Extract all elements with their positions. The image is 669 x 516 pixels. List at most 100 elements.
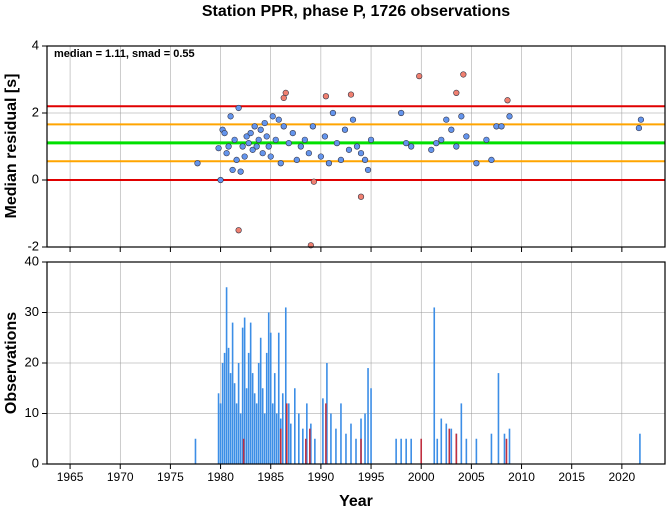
bar — [298, 413, 300, 464]
bar — [229, 373, 232, 464]
bar — [455, 433, 458, 464]
bar — [310, 423, 312, 464]
point — [227, 113, 234, 120]
bar — [440, 418, 443, 464]
bar — [255, 403, 258, 464]
bar — [436, 438, 439, 464]
bar — [420, 438, 423, 464]
point — [398, 109, 405, 117]
point — [329, 109, 337, 117]
bar — [227, 347, 230, 464]
point — [267, 153, 274, 160]
point — [453, 89, 460, 96]
bar — [490, 433, 493, 464]
point — [428, 146, 435, 153]
x-tick-label: 2020 — [609, 470, 636, 484]
plot-frame — [46, 45, 666, 248]
point — [322, 93, 330, 100]
y-tick-label: 0 — [32, 455, 39, 470]
point — [506, 113, 513, 120]
bar — [263, 413, 266, 464]
point — [257, 126, 264, 133]
bar — [237, 363, 240, 464]
bar — [505, 438, 508, 464]
point — [448, 126, 455, 133]
bar — [287, 403, 290, 464]
bar — [445, 423, 448, 464]
bar — [503, 433, 506, 464]
bar — [259, 337, 262, 464]
point — [239, 143, 246, 150]
bar — [242, 438, 245, 464]
bar — [305, 438, 307, 464]
bar — [360, 438, 362, 464]
point — [247, 130, 254, 137]
bar — [314, 438, 316, 464]
point — [255, 136, 262, 143]
y-tick-label: -2 — [27, 238, 39, 253]
point — [231, 136, 238, 143]
bar — [219, 403, 222, 464]
bar — [251, 373, 254, 464]
bar — [281, 393, 284, 464]
point — [297, 143, 304, 150]
point — [305, 150, 312, 157]
bar — [395, 438, 397, 464]
point — [349, 116, 357, 123]
point — [215, 145, 222, 152]
bar — [253, 393, 256, 464]
point — [245, 140, 252, 147]
bar — [221, 363, 224, 464]
bar — [231, 322, 234, 464]
bar — [448, 428, 451, 464]
point — [272, 136, 279, 143]
point — [282, 89, 289, 96]
y-tick-label: 30 — [25, 304, 39, 319]
bar — [194, 438, 197, 464]
x-tick-label: 1995 — [358, 470, 385, 484]
bar — [433, 307, 436, 464]
bar — [217, 393, 220, 464]
bar — [225, 287, 228, 464]
bar — [233, 383, 236, 464]
point — [293, 156, 300, 163]
point — [408, 143, 415, 150]
point — [416, 73, 423, 80]
point — [458, 113, 465, 120]
x-tick-label: 1980 — [207, 470, 234, 484]
point — [289, 130, 296, 137]
point — [237, 168, 244, 175]
point — [341, 126, 349, 133]
point — [488, 156, 495, 163]
bar — [271, 403, 274, 464]
x-tick-label: 1990 — [308, 470, 335, 484]
point — [249, 146, 256, 153]
bar — [247, 352, 250, 464]
point — [438, 136, 445, 143]
x-tick-label: 1970 — [107, 470, 134, 484]
bar — [325, 403, 327, 464]
bar — [350, 423, 352, 464]
bar — [284, 307, 287, 464]
bar — [235, 403, 238, 464]
bar — [306, 403, 308, 464]
point — [347, 91, 355, 98]
x-tick-label: 2015 — [558, 470, 585, 484]
bar — [410, 438, 412, 464]
point — [280, 123, 287, 130]
point — [353, 143, 361, 150]
bar — [269, 332, 272, 464]
x-tick-label: 2000 — [408, 470, 435, 484]
annotation: median = 1.11, smad = 0.55 — [54, 48, 195, 60]
bar — [309, 428, 311, 464]
point — [235, 227, 242, 234]
point — [225, 143, 232, 150]
bar — [370, 388, 372, 464]
bar — [275, 413, 278, 464]
point — [473, 160, 480, 167]
bar — [273, 373, 276, 464]
bar — [465, 438, 468, 464]
bar — [285, 403, 288, 464]
